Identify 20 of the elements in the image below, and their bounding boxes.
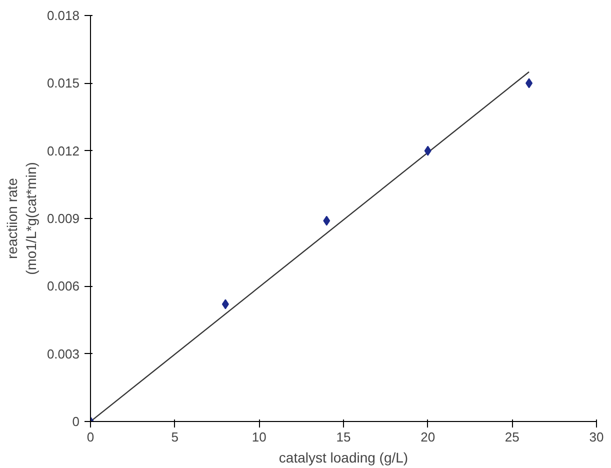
point <box>424 146 432 156</box>
y-tick-label: 0.018 <box>46 8 80 23</box>
y-tick-label: 0.015 <box>46 76 80 91</box>
x-tick-label: 30 <box>589 430 604 444</box>
x-tick-label: 20 <box>420 430 436 444</box>
point <box>222 299 229 310</box>
y-tick-label: 0.009 <box>46 211 80 226</box>
y-axis-title: reactiion rate (mo1/L*g(cat*min) <box>4 162 39 275</box>
point <box>323 216 330 226</box>
y-tick-label: 0.003 <box>46 346 80 362</box>
x-tick-label: 5 <box>171 430 178 444</box>
x-tick-label: 15 <box>336 430 351 444</box>
x-tick-label: 10 <box>252 430 266 444</box>
y-tick-label: 0.006 <box>46 278 80 294</box>
x-axis-title: catalyst loading (g/L) <box>278 450 408 466</box>
y-tick-label: 0.012 <box>46 143 80 158</box>
y-tick-label: 0 <box>72 414 80 429</box>
point <box>526 78 533 88</box>
x-tick-label: 25 <box>504 430 520 444</box>
x-tick-label: 0 <box>86 430 94 444</box>
